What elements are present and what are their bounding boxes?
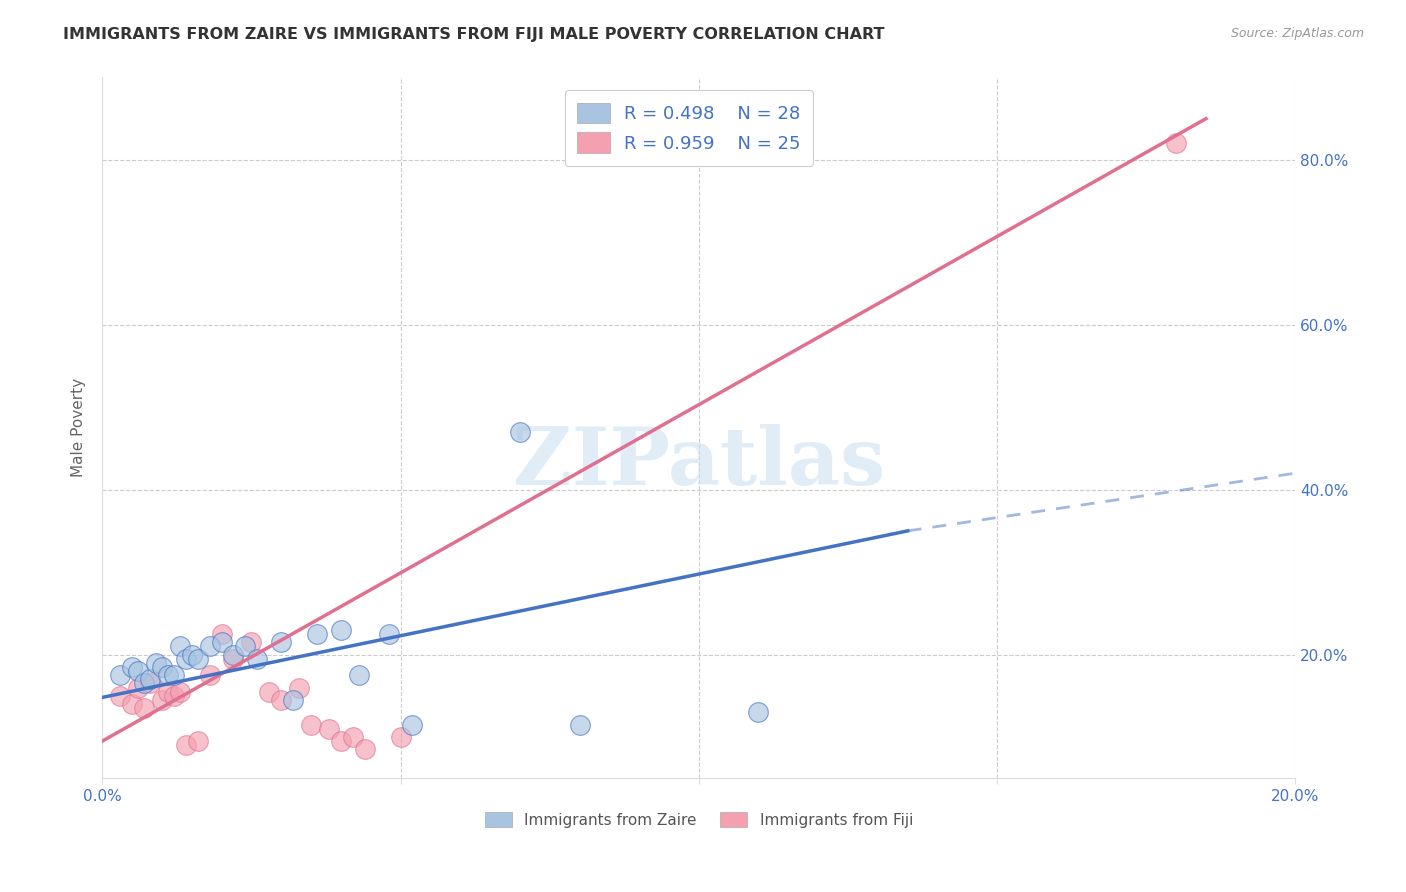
Point	[108, 689, 131, 703]
Point	[127, 681, 149, 695]
Point	[169, 684, 191, 698]
Point	[211, 635, 233, 649]
Point	[127, 664, 149, 678]
Point	[288, 681, 311, 695]
Text: IMMIGRANTS FROM ZAIRE VS IMMIGRANTS FROM FIJI MALE POVERTY CORRELATION CHART: IMMIGRANTS FROM ZAIRE VS IMMIGRANTS FROM…	[63, 27, 884, 42]
Point	[163, 689, 186, 703]
Text: ZIPatlas: ZIPatlas	[513, 424, 884, 502]
Point	[305, 627, 328, 641]
Point	[156, 684, 179, 698]
Point	[329, 623, 352, 637]
Point	[1166, 136, 1188, 151]
Point	[235, 640, 257, 654]
Point	[270, 635, 292, 649]
Point	[187, 651, 209, 665]
Point	[198, 668, 221, 682]
Legend: Immigrants from Zaire, Immigrants from Fiji: Immigrants from Zaire, Immigrants from F…	[478, 805, 920, 834]
Point	[211, 627, 233, 641]
Point	[259, 684, 281, 698]
Point	[222, 651, 245, 665]
Point	[342, 730, 364, 744]
Point	[240, 635, 263, 649]
Point	[281, 693, 304, 707]
Point	[108, 668, 131, 682]
Point	[509, 425, 531, 439]
Point	[169, 640, 191, 654]
Point	[329, 734, 352, 748]
Point	[377, 627, 399, 641]
Point	[139, 676, 162, 690]
Point	[270, 693, 292, 707]
Point	[347, 668, 370, 682]
Point	[401, 717, 423, 731]
Point	[389, 730, 412, 744]
Point	[150, 693, 173, 707]
Point	[180, 648, 202, 662]
Point	[121, 697, 143, 711]
Point	[299, 717, 322, 731]
Point	[246, 651, 269, 665]
Point	[145, 656, 167, 670]
Point	[121, 660, 143, 674]
Point	[198, 640, 221, 654]
Point	[222, 648, 245, 662]
Point	[353, 742, 375, 756]
Point	[132, 676, 155, 690]
Text: Source: ZipAtlas.com: Source: ZipAtlas.com	[1230, 27, 1364, 40]
Point	[174, 651, 197, 665]
Point	[747, 706, 769, 720]
Point	[132, 701, 155, 715]
Y-axis label: Male Poverty: Male Poverty	[72, 378, 86, 477]
Point	[156, 668, 179, 682]
Point	[163, 668, 186, 682]
Point	[568, 717, 591, 731]
Point	[139, 673, 162, 687]
Point	[187, 734, 209, 748]
Point	[150, 660, 173, 674]
Point	[174, 738, 197, 752]
Point	[318, 722, 340, 736]
